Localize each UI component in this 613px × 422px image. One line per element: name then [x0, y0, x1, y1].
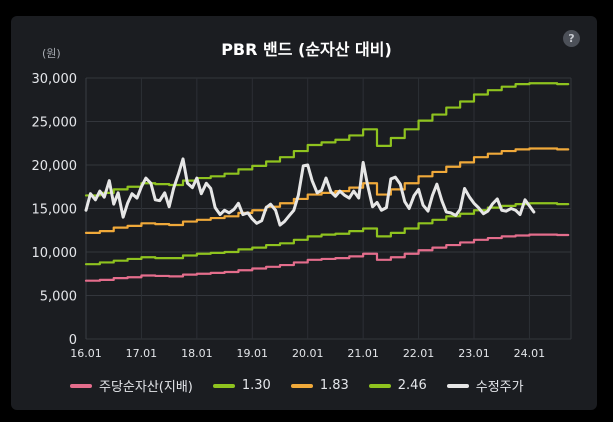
legend-label: 1.30: [241, 378, 271, 393]
x-tick-label: 22.01: [403, 347, 435, 360]
y-tick-label: 25,000: [32, 116, 78, 131]
legend-label: 주당순자산(지배): [99, 380, 193, 395]
x-tick-label: 20.01: [292, 347, 324, 360]
y-tick-label: 20,000: [32, 159, 78, 174]
x-tick-label: 24.01: [514, 347, 546, 360]
y-tick-label: 30,000: [32, 72, 78, 87]
legend-item-2[interactable]: 1.83: [290, 378, 349, 393]
chart-card: [11, 16, 597, 410]
x-tick-label: 19.01: [237, 347, 269, 360]
help-icon[interactable]: ?: [563, 30, 580, 47]
legend-label: 1.83: [319, 378, 349, 393]
x-tick-label: 17.01: [126, 347, 158, 360]
legend-swatch: [70, 383, 92, 388]
legend-swatch: [368, 383, 391, 388]
series-line-0: [84, 233, 570, 282]
x-tick-label: 16.01: [70, 347, 102, 360]
y-axis-ticks: 0 5,000 10,000 15,000 20,000 25,000 30,000: [32, 72, 78, 348]
grid-lines: [85, 77, 572, 340]
legend-swatch: [212, 383, 235, 388]
legend-item-4[interactable]: 수정주가: [446, 376, 524, 395]
series-line-1: [84, 202, 570, 266]
series-lines: [84, 82, 570, 282]
series-line-4: [84, 157, 536, 227]
x-tick-label: 18.01: [181, 347, 213, 360]
legend-swatch: [446, 383, 469, 388]
series-line-3: [84, 82, 570, 197]
x-tick-label: 23.01: [458, 347, 490, 360]
legend-label: 2.46: [397, 378, 427, 393]
y-tick-label: 0: [69, 333, 77, 348]
series-line-2: [84, 147, 570, 234]
legend-item-3[interactable]: 2.46: [368, 378, 427, 393]
legend-item-1[interactable]: 1.30: [212, 378, 271, 393]
legend-label: 수정주가: [475, 380, 524, 395]
legend-swatch: [290, 383, 313, 388]
y-tick-label: 15,000: [32, 203, 78, 218]
chart-title: PBR 밴드 (순자산 대비): [221, 40, 392, 59]
legend: 주당순자산(지배) 1.30 1.83 2.46 수정주가: [70, 376, 544, 395]
y-unit-label: (원): [42, 47, 61, 60]
y-tick-label: 10,000: [32, 246, 78, 261]
y-tick-label: 5,000: [40, 290, 77, 305]
legend-item-0[interactable]: 주당순자산(지배): [70, 376, 193, 395]
x-axis-ticks: 16.01 17.01 18.01 19.01 20.01 21.01 22.01 23.01…: [70, 347, 545, 360]
x-tick-label: 21.01: [347, 347, 379, 360]
